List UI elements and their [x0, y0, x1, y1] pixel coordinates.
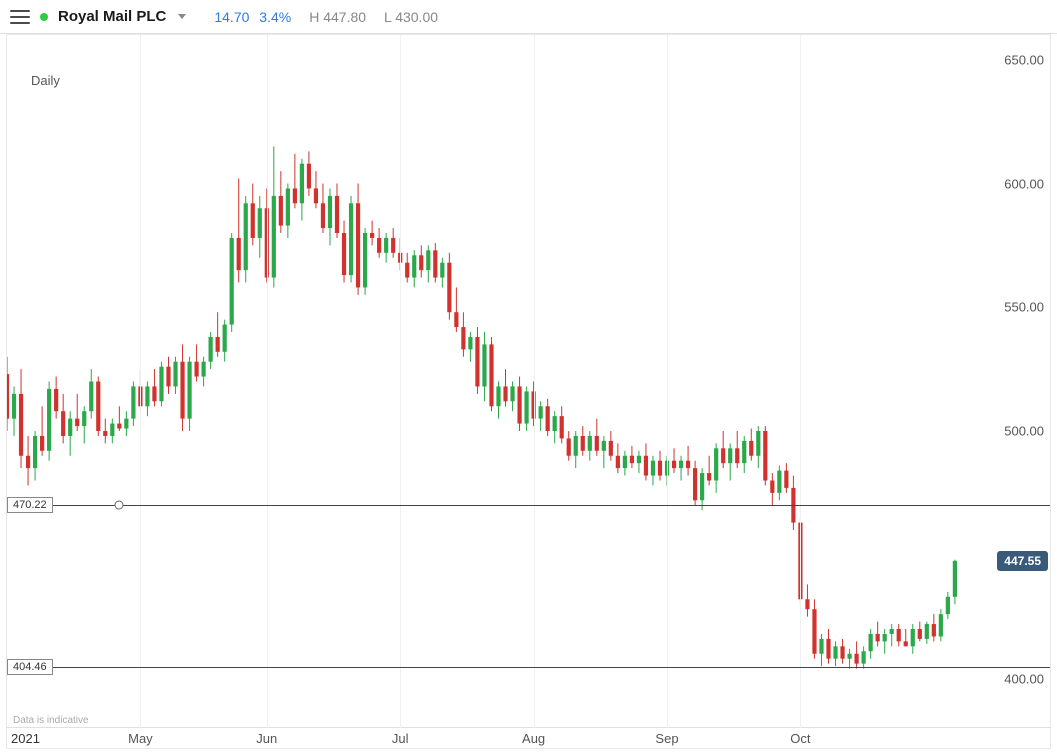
horizontal-line-label[interactable]: 404.46 — [7, 659, 53, 675]
y-axis: 650.00 600.00 550.00 500.00 400.00 — [990, 35, 1048, 728]
y-tick-label: 400.00 — [1004, 671, 1044, 686]
chart-area[interactable]: Daily 650.00600.00550.00500.00400.00 May… — [6, 34, 1051, 749]
vgrid-line — [267, 35, 268, 728]
year-label: 2021 — [11, 731, 40, 746]
plot-bottom-border — [7, 727, 1050, 728]
horizontal-line-label[interactable]: 470.22 — [7, 497, 53, 513]
hamburger-menu-icon[interactable] — [10, 10, 30, 24]
x-tick-label: Jun — [256, 731, 277, 746]
price-high: H 447.80 — [309, 9, 366, 25]
x-tick-label: Oct — [790, 731, 810, 746]
y-tick-label: 500.00 — [1004, 424, 1044, 439]
x-tick-label: Aug — [522, 731, 545, 746]
vgrid-line — [140, 35, 141, 728]
horizontal-line[interactable] — [7, 667, 1050, 668]
price-change-abs: 14.70 — [214, 9, 249, 25]
live-status-dot — [40, 13, 48, 21]
x-tick-label: Sep — [655, 731, 678, 746]
horizontal-line[interactable] — [7, 505, 1050, 506]
indicative-text: Data is indicative — [13, 715, 89, 726]
y-tick-label: 600.00 — [1004, 176, 1044, 191]
horizontal-line-handle-icon[interactable] — [115, 500, 124, 509]
x-tick-label: Jul — [392, 731, 409, 746]
vgrid-line — [534, 35, 535, 728]
y-tick-label: 650.00 — [1004, 52, 1044, 67]
ticker-dropdown-caret-icon[interactable] — [178, 14, 186, 19]
vgrid-line — [667, 35, 668, 728]
vgrid-line — [400, 35, 401, 728]
vgrid-line — [800, 35, 801, 728]
ticker-name[interactable]: Royal Mail PLC — [58, 8, 166, 25]
price-change: 14.70 3.4% — [214, 9, 291, 25]
y-tick-label: 550.00 — [1004, 300, 1044, 315]
price-change-pct: 3.4% — [259, 9, 291, 25]
x-tick-label: May — [128, 731, 153, 746]
price-low: L 430.00 — [384, 9, 438, 25]
last-price-tag: 447.55 — [997, 551, 1048, 571]
chart-header: Royal Mail PLC 14.70 3.4% H 447.80 L 430… — [0, 0, 1057, 34]
x-axis: May Jun Jul Aug Sep Oct — [7, 728, 990, 746]
candlestick-plot — [7, 35, 1050, 748]
